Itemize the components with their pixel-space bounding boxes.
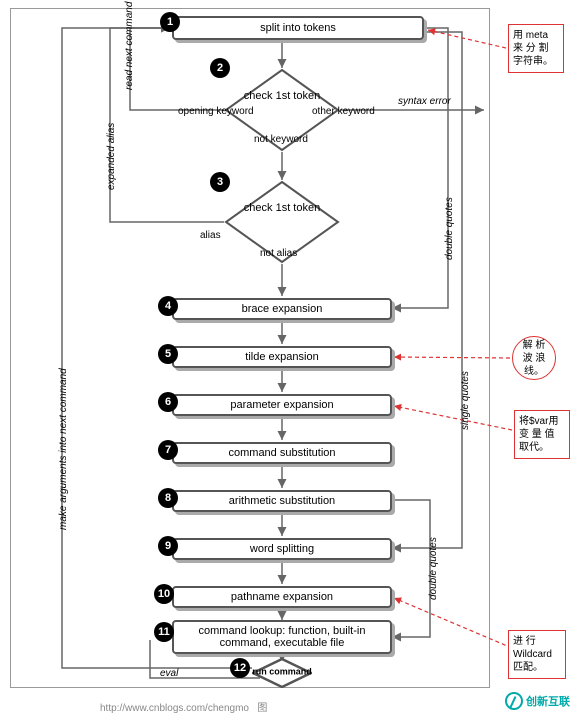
step-box-6: parameter expansion: [172, 394, 392, 416]
d2-center: check 1st token: [244, 90, 320, 102]
d2-right: other keyword: [312, 106, 375, 117]
double-quotes-label-2: double quotes: [428, 537, 439, 600]
step-number-1: 1: [160, 12, 180, 32]
step-box-5: tilde expansion: [172, 346, 392, 368]
note-3: 将$var用 变 量 值 取代。: [514, 410, 570, 459]
d3-left: alias: [200, 230, 221, 241]
d2-bottom: not keyword: [254, 134, 308, 145]
step-box-1: split into tokens: [172, 16, 424, 40]
step-box-10: pathname expansion: [172, 586, 392, 608]
step-number-10: 10: [154, 584, 174, 604]
make-args-label: make arguments into next command: [58, 368, 69, 530]
expanded-alias-label: expanded alias: [106, 123, 117, 190]
step-number-3: 3: [210, 172, 230, 192]
step-box-4: brace expansion: [172, 298, 392, 320]
s12-label: run command: [252, 668, 312, 677]
step-label: parameter expansion: [230, 399, 333, 411]
step-label: arithmetic substitution: [229, 495, 335, 507]
note-2: 解 析 波 浪 线。: [512, 336, 556, 380]
note-4: 进 行 Wildcard 匹配。: [508, 630, 566, 679]
step-label: split into tokens: [260, 22, 336, 34]
step-label: tilde expansion: [245, 351, 318, 363]
step-box-7: command substitution: [172, 442, 392, 464]
single-quotes-label: single quotes: [460, 371, 471, 430]
step-label: pathname expansion: [231, 591, 333, 603]
d3-center: check 1st token: [244, 202, 320, 214]
step-number-6: 6: [158, 392, 178, 412]
eval-label: eval: [160, 668, 178, 679]
step-label: command substitution: [229, 447, 336, 459]
step-number-5: 5: [158, 344, 178, 364]
step-box-11: command lookup: function, built-in comma…: [172, 620, 392, 654]
step-number-12: 12: [230, 658, 250, 678]
d2-left: opening keyword: [178, 106, 254, 117]
step-number-2: 2: [210, 58, 230, 78]
step-number-7: 7: [158, 440, 178, 460]
syntax-error-label: syntax error: [398, 96, 451, 107]
step-number-11: 11: [154, 622, 174, 642]
step-number-8: 8: [158, 488, 178, 508]
flowchart-canvas: 1 split into tokens 2 check 1st token op…: [0, 0, 584, 716]
d3-bottom: not alias: [260, 248, 297, 259]
step-box-8: arithmetic substitution: [172, 490, 392, 512]
step-label: brace expansion: [242, 303, 323, 315]
note-1: 用 meta 来 分 割 字符串。: [508, 24, 564, 73]
step-label: word splitting: [250, 543, 314, 555]
double-quotes-label: double quotes: [444, 197, 455, 260]
step-box-9: word splitting: [172, 538, 392, 560]
step-number-9: 9: [158, 536, 178, 556]
read-next-label: read next command: [124, 2, 135, 90]
step-number-4: 4: [158, 296, 178, 316]
step-label: command lookup: function, built-in comma…: [180, 625, 384, 649]
